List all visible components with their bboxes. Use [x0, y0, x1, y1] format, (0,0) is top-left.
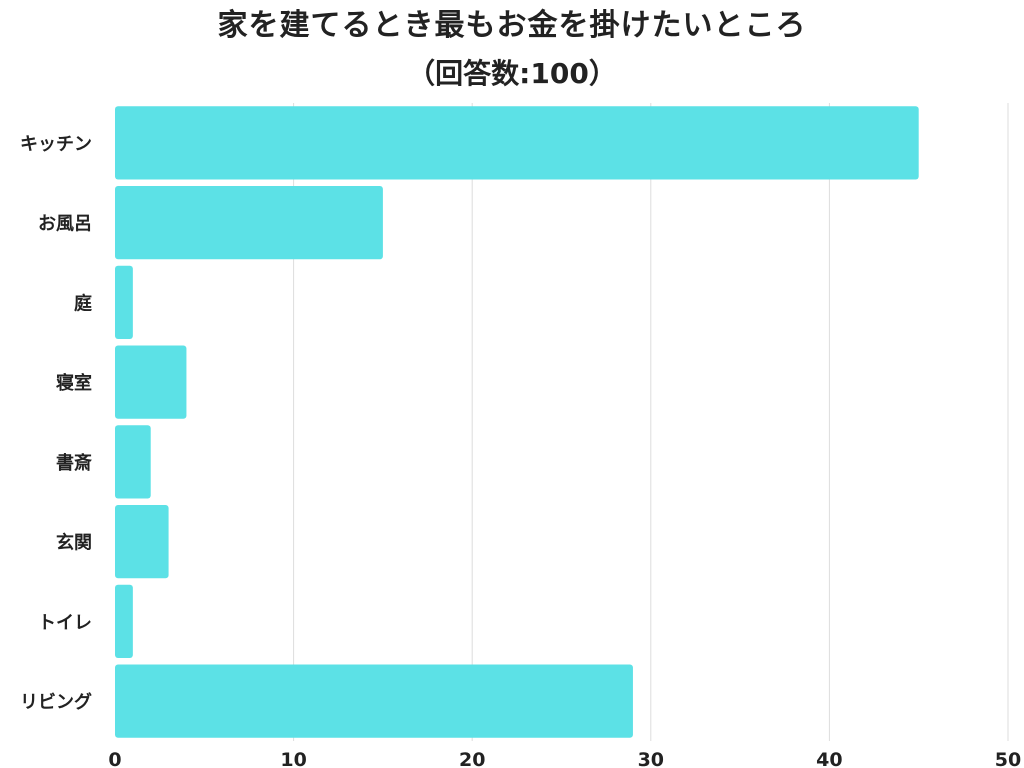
x-tick-label: 50 — [995, 749, 1021, 768]
category-label: 庭 — [74, 292, 92, 314]
x-tick-labels: 0 10 20 30 40 50 — [108, 749, 1021, 768]
category-label: キッチン — [20, 134, 92, 155]
x-tick-label: 10 — [280, 749, 306, 768]
bar — [115, 584, 133, 659]
category-label: 書斎 — [56, 452, 92, 474]
bar — [115, 106, 919, 180]
chart-title-block: 家を建てるとき最もお金を掛けたいところ （回答数:100） — [0, 6, 1024, 94]
category-label: 玄関 — [56, 532, 92, 554]
bar — [115, 425, 151, 499]
bar — [115, 185, 383, 260]
x-tick-label: 0 — [108, 749, 121, 768]
bar — [115, 664, 633, 738]
category-label: お風呂 — [38, 214, 92, 235]
chart-title: 家を建てるとき最もお金を掛けたいところ — [217, 8, 807, 43]
chart-subtitle: （回答数:100） — [407, 57, 617, 90]
category-label: 寝室 — [56, 372, 92, 394]
x-tick-label: 20 — [459, 749, 485, 768]
bar — [115, 504, 169, 579]
bars — [115, 106, 919, 738]
category-label: リビング — [20, 691, 92, 713]
bar — [115, 265, 133, 340]
x-tick-label: 30 — [638, 749, 664, 768]
category-label: トイレ — [38, 612, 92, 633]
gridlines — [293, 103, 1009, 741]
x-tick-label: 40 — [816, 749, 842, 768]
bar — [115, 345, 187, 419]
